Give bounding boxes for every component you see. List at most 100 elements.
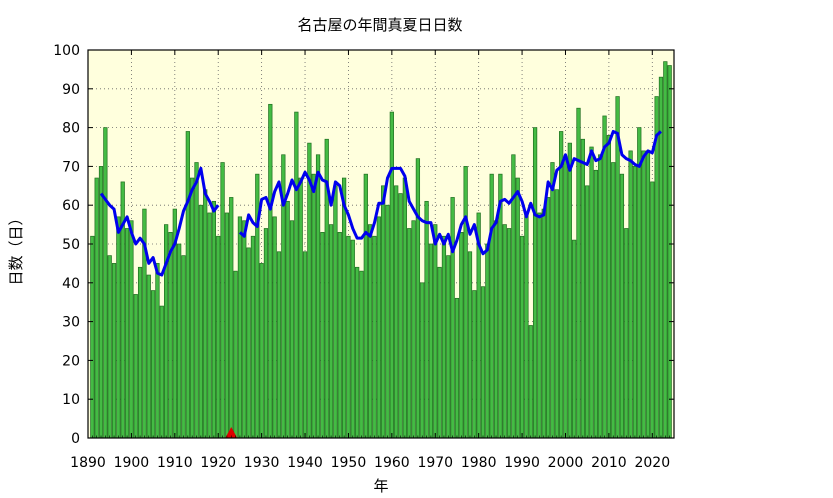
bar-1894 <box>103 127 108 439</box>
bar-1911 <box>177 243 182 439</box>
bar-1952 <box>355 266 360 439</box>
y-tick-label: 30 <box>62 315 80 331</box>
bar-1917 <box>203 189 208 439</box>
y-tick-label: 60 <box>62 198 80 214</box>
y-tick-label: 70 <box>62 159 80 175</box>
bar-1955 <box>368 224 373 439</box>
bar-2024 <box>667 65 672 439</box>
bar-2001 <box>567 142 572 439</box>
x-tick-label: 1930 <box>244 455 280 471</box>
bar-1928 <box>250 235 256 439</box>
y-tick-label: 20 <box>62 353 80 369</box>
y-tick-label: 0 <box>71 431 80 447</box>
x-tick-label: 1890 <box>70 455 106 471</box>
bar-1999 <box>559 131 564 439</box>
bar-2023 <box>663 61 668 439</box>
bar-1956 <box>372 235 377 439</box>
x-tick-label: 1990 <box>504 455 540 471</box>
bar-1925 <box>237 216 243 439</box>
bar-1963 <box>402 177 407 439</box>
axes-ticks <box>87 49 675 439</box>
bar-1998 <box>554 189 559 439</box>
bar-1921 <box>220 162 225 439</box>
bar-1901 <box>133 294 138 439</box>
y-tick-label: 100 <box>53 43 80 59</box>
bar-1964 <box>407 228 412 439</box>
x-tick-label: 2000 <box>548 455 584 471</box>
bar-2002 <box>572 239 577 439</box>
bar-1913 <box>185 131 190 439</box>
x-tick-label: 1920 <box>200 455 236 471</box>
x-tick-label: 1910 <box>157 455 193 471</box>
x-tick-label: 2010 <box>591 455 627 471</box>
x-tick-label: 1950 <box>331 455 367 471</box>
bar-1968 <box>424 200 429 439</box>
bar-1989 <box>515 177 520 439</box>
x-tick-label: 1940 <box>287 455 323 471</box>
bar-1919 <box>211 200 217 439</box>
bar-1946 <box>328 224 334 439</box>
x-axis-label: 年 <box>373 477 388 495</box>
bar-1920 <box>216 235 221 439</box>
bar-1934 <box>276 251 282 439</box>
bar-2017 <box>637 127 642 439</box>
bar-1947 <box>333 185 338 439</box>
bar-2012 <box>615 96 620 439</box>
bar-1966 <box>415 158 421 439</box>
bar-1959 <box>385 204 390 439</box>
bar-1983 <box>489 173 494 439</box>
x-tick-label: 1960 <box>374 455 410 471</box>
bar-1943 <box>315 154 321 439</box>
moving-average-line-2 <box>238 129 662 256</box>
bar-2010 <box>606 135 612 439</box>
annotations <box>225 427 238 438</box>
bar-1993 <box>532 127 538 439</box>
bar-1924 <box>233 270 238 439</box>
bar-1971 <box>437 266 442 439</box>
x-tick-labels: 1890 1900 1910 1920 1930 1940 1950 1960 1970 1980… <box>70 455 670 471</box>
bar-1986 <box>502 224 507 439</box>
bar-1996 <box>545 197 551 439</box>
bar-1967 <box>420 282 425 439</box>
bar-1978 <box>467 251 473 439</box>
y-axis-label: 日数（日） <box>7 210 25 285</box>
bar-1969 <box>428 243 434 439</box>
bar-1930 <box>259 263 264 439</box>
bar-2005 <box>585 185 590 439</box>
bar-1893 <box>98 166 104 439</box>
bar-1906 <box>155 263 160 439</box>
bar-1892 <box>94 177 99 439</box>
bar-1937 <box>289 220 295 439</box>
bar-1995 <box>541 208 546 439</box>
bar-1938 <box>294 111 299 439</box>
bar-1940 <box>302 251 308 439</box>
bar-1982 <box>485 243 490 439</box>
bar-1914 <box>190 177 195 439</box>
bar-1899 <box>124 228 130 439</box>
bar-1972 <box>441 235 447 439</box>
x-tick-label: 2020 <box>634 455 670 471</box>
bar-1948 <box>337 232 342 439</box>
bar-1992 <box>528 325 533 439</box>
bar-1905 <box>150 290 156 439</box>
bar-2007 <box>593 169 598 439</box>
bar-2021 <box>654 96 659 439</box>
bar-1891 <box>90 235 95 439</box>
x-tick-label: 1980 <box>461 455 497 471</box>
bar-1990 <box>519 235 525 439</box>
bar-1954 <box>363 173 368 439</box>
moving-average-line-1 <box>99 166 220 277</box>
bar-1976 <box>459 232 464 439</box>
bar-2009 <box>602 115 607 439</box>
bar-1953 <box>359 270 364 439</box>
bar-2018 <box>641 150 646 439</box>
bar-1997 <box>550 162 555 439</box>
bar-1987 <box>506 228 512 439</box>
bar-1904 <box>146 274 151 439</box>
bar-1912 <box>181 255 186 439</box>
bar-1979 <box>472 290 477 439</box>
bar-2015 <box>628 150 633 439</box>
bar-2020 <box>650 181 655 439</box>
y-tick-label: 50 <box>62 237 80 253</box>
